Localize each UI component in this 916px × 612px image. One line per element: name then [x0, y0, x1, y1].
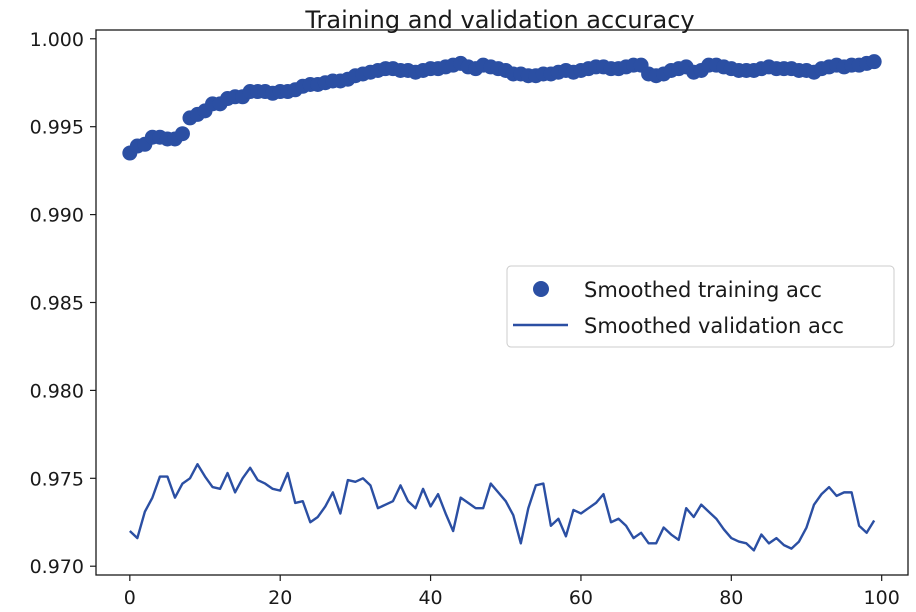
x-tick-label: 40 [418, 587, 442, 609]
y-axis: 0.970 0.975 0.980 0.985 0.990 0.995 1.000 [30, 29, 96, 578]
x-tick-label: 80 [719, 587, 743, 609]
y-tick-label: 0.970 [30, 556, 84, 578]
legend-box [506, 265, 895, 348]
chart-title: Training and validation accuracy [304, 6, 694, 34]
y-tick-label: 1.000 [30, 29, 84, 51]
x-tick-label: 0 [124, 587, 136, 609]
x-tick-label: 60 [569, 587, 593, 609]
x-tick-label: 100 [864, 587, 900, 609]
data-point-training [174, 126, 190, 142]
legend-label-training: Smoothed training acc [584, 278, 822, 302]
y-tick-label: 0.980 [30, 380, 84, 402]
x-tick-label: 20 [268, 587, 292, 609]
legend: Smoothed training acc Smoothed validatio… [506, 265, 895, 348]
legend-marker-training [533, 281, 549, 297]
y-tick-label: 0.990 [30, 205, 84, 227]
legend-label-validation: Smoothed validation acc [584, 314, 844, 338]
x-axis: 0 20 40 60 80 100 [124, 575, 900, 609]
y-tick-label: 0.985 [30, 293, 84, 315]
y-tick-label: 0.995 [30, 117, 84, 139]
series-line-validation [129, 463, 876, 552]
series-layer [122, 54, 882, 552]
data-point-training [866, 54, 882, 70]
y-tick-label: 0.975 [30, 468, 84, 490]
